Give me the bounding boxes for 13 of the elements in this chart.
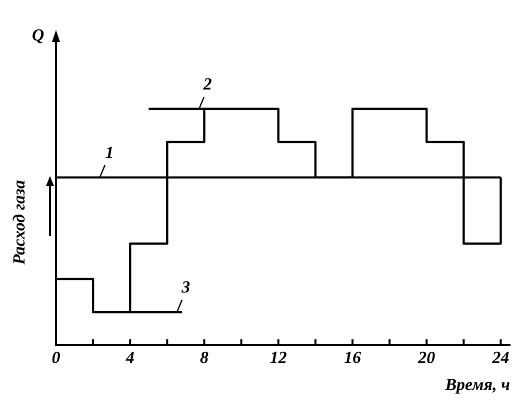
x-tick-label: 0: [52, 348, 61, 367]
x-tick-label: 20: [417, 348, 436, 367]
x-tick-label: 12: [270, 348, 288, 367]
series-label: 2: [202, 74, 212, 94]
x-tick-label: 4: [124, 348, 134, 367]
text: Q: [32, 25, 44, 44]
x-tick-label: 16: [344, 348, 362, 367]
y-axis-title: Расход газа: [9, 180, 28, 266]
x-tick-label: 8: [200, 348, 209, 367]
series-label: 1: [105, 142, 114, 162]
x-axis-title: Время, ч: [444, 375, 510, 394]
x-tick-label: 24: [491, 348, 510, 367]
series-label: 3: [180, 278, 191, 297]
